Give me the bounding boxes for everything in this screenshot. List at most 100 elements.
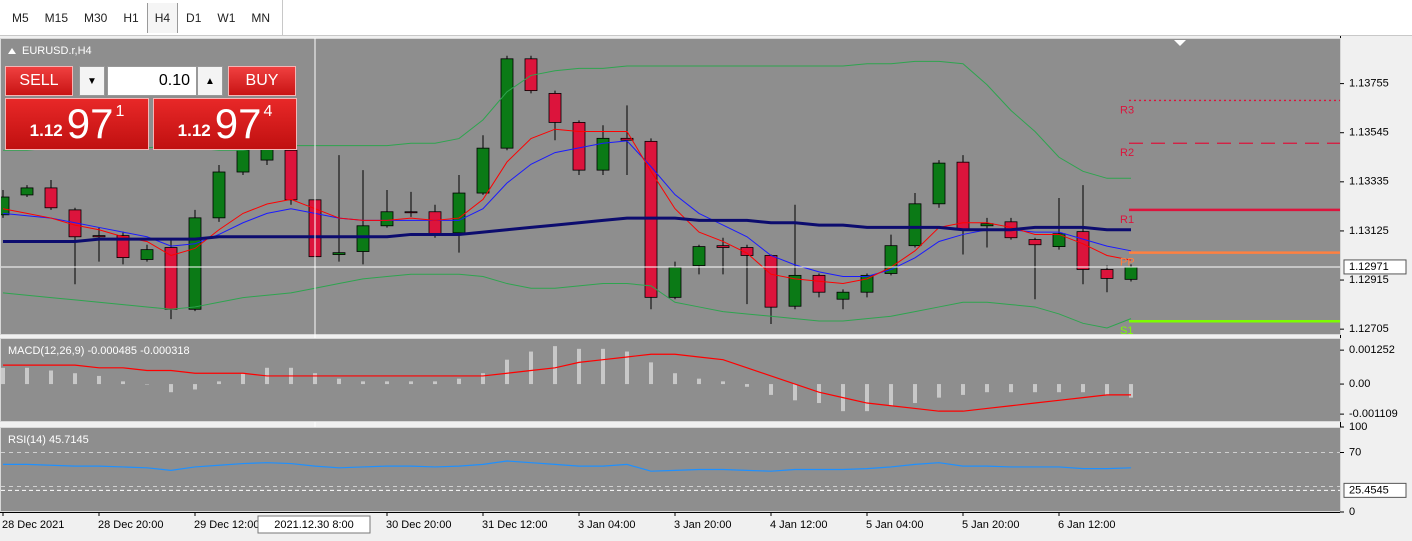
buy-button[interactable]: BUY [228,66,296,96]
candle-body [476,147,490,194]
histogram-bar [1009,384,1013,393]
x-tick-label: 3 Jan 20:00 [674,519,732,531]
histogram-bar [457,378,461,385]
histogram-bar [481,373,485,385]
rsi-line [3,460,1132,472]
timeframe-button[interactable]: H4 [146,2,179,33]
histogram-bar [361,381,365,385]
volume-down[interactable]: ▼ [79,66,105,96]
histogram-bar [601,348,605,385]
histogram-bar [529,351,533,385]
timeframe-button[interactable]: M5 [12,10,29,25]
candle-body [692,246,706,266]
histogram-bar [817,384,821,404]
y-tick-label: 70 [1349,446,1361,458]
histogram-bar [169,384,173,393]
timeframe-button[interactable]: M30 [84,10,108,25]
x-tick-label: 5 Jan 20:00 [962,519,1020,531]
signal-line [3,353,1131,412]
plot [1,452,1340,491]
candle-body [1028,239,1042,246]
histogram-bar [433,381,437,385]
y-tick-label: 0 [1349,506,1355,518]
histogram-bar [913,384,917,404]
histogram-bar [313,373,317,385]
candle-body [116,235,130,258]
pivot-label: S1 [1120,325,1133,337]
candle-body [956,161,970,231]
price-point: 4 [263,103,273,120]
crosshair-value-label: 25.4545 [1349,484,1389,496]
sell-button[interactable]: SELL [5,66,73,96]
plot-background [1,427,1340,512]
crosshair-value-box [1343,482,1407,498]
plot: R3 R2 R1 PP S1 [1,55,1340,337]
candle-body [140,249,154,260]
indicator-line [3,216,1131,243]
timeframe-group: M5 M15 M30 H1 H4 D1 W1 MN [0,0,284,35]
timeframe-button[interactable]: M15 [44,10,69,25]
crosshair-label-box [257,515,371,534]
candle-body [1076,231,1090,270]
candle-body [332,252,346,255]
pivot-label: PP [1120,257,1135,269]
candle-body [740,247,754,256]
x-tick-label: 31 Dec 12:00 [482,519,547,531]
candle-body [860,274,874,293]
histogram-bar [1081,384,1085,393]
buy-price[interactable]: 1.12 97 4 [153,98,297,150]
timeframe-button[interactable]: D1 [186,10,202,25]
histogram-bar [1,367,5,385]
candle-body [836,291,850,300]
histogram-bar [721,381,725,385]
histogram-bar [217,381,221,385]
y-tick-label: 1.12705 [1349,323,1389,335]
histogram-bar [577,348,581,385]
histogram-bar [97,375,101,385]
histogram-bar [553,346,557,385]
x-tick-label: 30 Dec 20:00 [386,519,451,531]
timeframe-button[interactable]: MN [251,10,271,25]
volume-up[interactable]: ▲ [197,66,223,96]
pivot-label: R1 [1120,214,1134,226]
histogram-bar [73,373,77,385]
histogram-bar [625,351,629,385]
current-price-label: 1.12971 [1349,261,1389,273]
plot-border [0,427,1341,512]
y-tick-label: 0.00 [1349,378,1370,390]
y-tick-label: 1.13755 [1349,78,1389,90]
y-tick-label: 1.12915 [1349,274,1389,286]
timeframe-button[interactable]: W1 [217,10,236,25]
price-pips: 97 [66,100,114,147]
candle-body [548,93,562,123]
candle-body [812,274,826,293]
price-big-figure: 1.12 [29,121,63,140]
panel-title: MACD(12,26,9) -0.000485 -0.000318 [8,345,190,357]
timeframe-toolbar: M5 M15 M30 H1 H4 D1 W1 MN [0,0,1412,36]
y-tick-label: 1.13335 [1349,176,1389,188]
candle-body [164,247,178,310]
histogram-bar [697,378,701,385]
histogram-bar [889,384,893,406]
histogram-bar [241,373,245,385]
sell-price[interactable]: 1.12 97 1 [5,98,149,150]
histogram-bar [337,378,341,385]
candle-body [1124,266,1138,280]
x-tick-label: 6 Jan 12:00 [1058,519,1116,531]
indicator-line [2,273,1132,329]
histogram-bar [385,381,389,385]
plot-background [1,338,1340,422]
histogram-bar [25,367,29,385]
candle-body [668,267,682,298]
x-tick-label: 28 Dec 20:00 [98,519,163,531]
timeframe-button[interactable]: H1 [123,10,139,25]
one-click-trading-panel: SELL ▼ 0.10 ▲ BUY 1.12 97 1 1.12 97 4 [5,66,297,150]
candle-body [1100,269,1114,279]
histogram-bar [769,384,773,395]
plot-border [0,338,1341,422]
collapse-icon [8,48,16,54]
volume-field[interactable]: 0.10 [107,66,197,96]
panel-title: RSI(14) 45.7145 [8,434,89,446]
